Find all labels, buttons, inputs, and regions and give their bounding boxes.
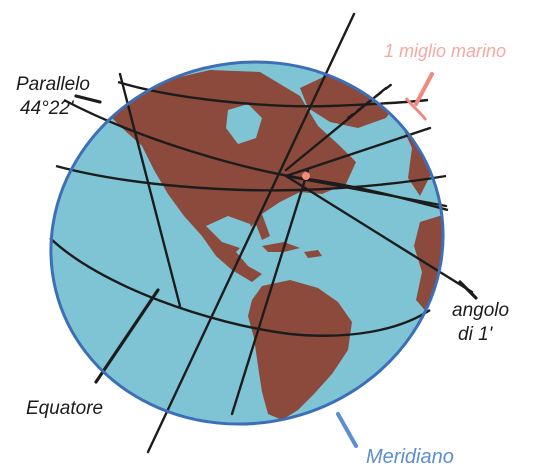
meridian-marker [336, 412, 358, 448]
gulf-of-mexico [206, 216, 256, 248]
upper-parallel-line [117, 80, 429, 108]
globe-rim [49, 60, 445, 426]
nautical-mile-label: 1 miglio marino [384, 41, 507, 61]
meridian-label: Meridiano [366, 446, 454, 468]
upper-meridian-line-dashed [346, 82, 394, 120]
lower-parallel-line [55, 164, 447, 192]
center-point [302, 172, 310, 180]
vertical-meridian-line [230, 168, 310, 416]
nautical-mile-arc [404, 97, 428, 121]
hispaniola-landmass [304, 250, 322, 258]
nautical-mile-marker [414, 72, 434, 106]
hudson-bay [226, 104, 262, 144]
angle-word-label: angolo [452, 300, 510, 321]
central-meridian-line [146, 12, 356, 454]
angle-leader [458, 280, 478, 300]
parallel-leader [74, 94, 102, 104]
equator-label: Equatore [26, 398, 104, 419]
ray-to-east [284, 174, 448, 208]
angle-value-label: di 1' [458, 324, 493, 345]
north-america-landmass [102, 70, 356, 282]
cuba-landmass [262, 242, 300, 252]
south-america-landmass [248, 280, 352, 420]
parallel-name-label: Parallelo [16, 74, 90, 95]
equator-line [49, 237, 431, 337]
ray-to-east-upper [284, 126, 432, 178]
meridian-lines [118, 12, 474, 454]
label-leaders [74, 94, 478, 384]
left-meridian-line [118, 72, 182, 308]
equator-leader [94, 288, 160, 384]
parallel-value-label: 44°22' [20, 98, 74, 119]
ray-angle-line [284, 174, 474, 294]
